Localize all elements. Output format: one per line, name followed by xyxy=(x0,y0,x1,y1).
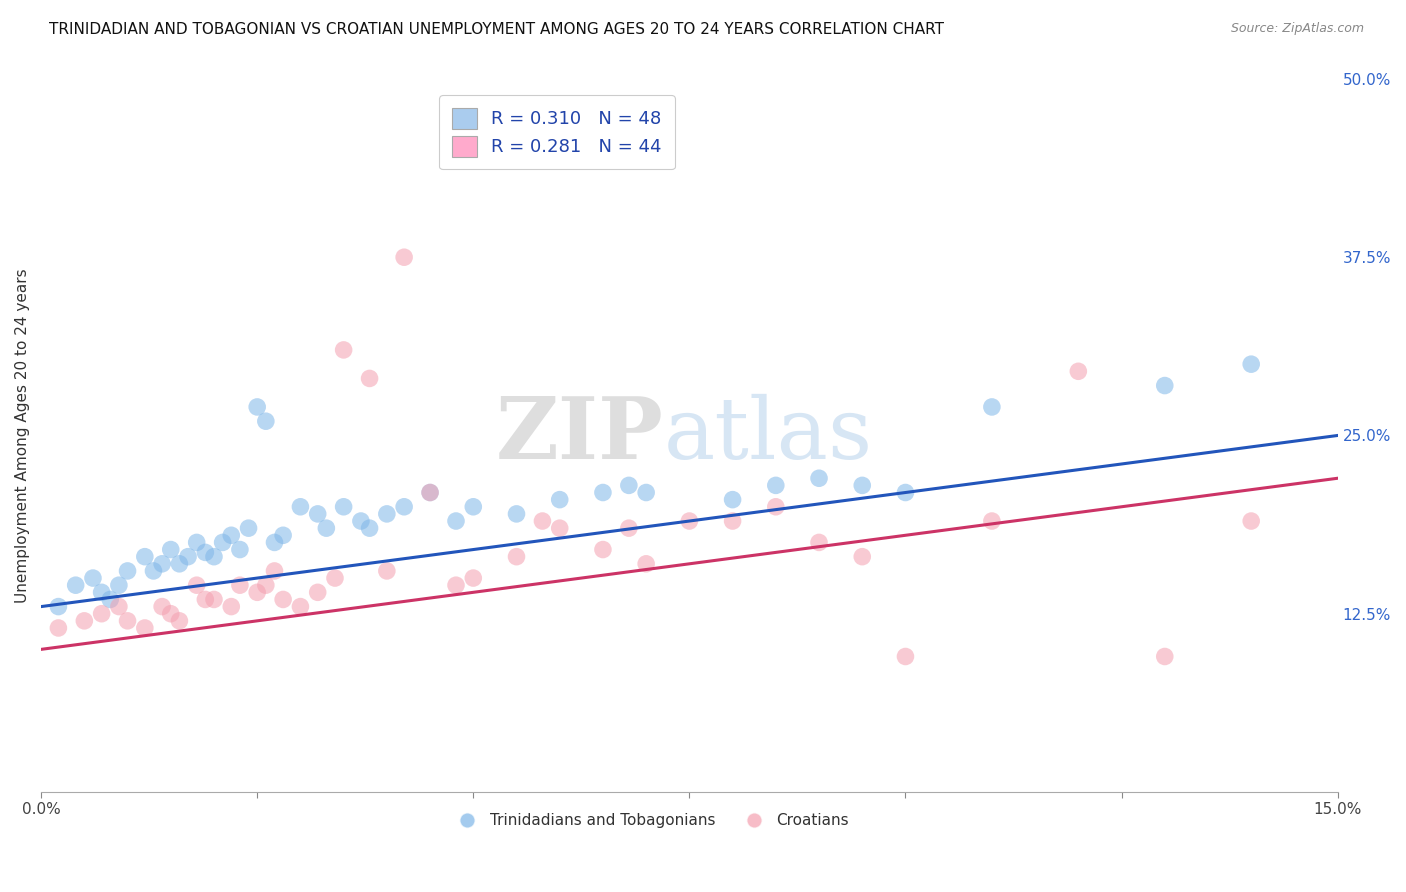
Point xyxy=(90,585,112,599)
Point xyxy=(229,542,252,557)
Y-axis label: Unemployment Among Ages 20 to 24 years: Unemployment Among Ages 20 to 24 years xyxy=(15,268,30,603)
Point xyxy=(350,514,373,528)
Point xyxy=(980,400,1002,414)
Legend: Trinidadians and Tobagonians, Croatians: Trinidadians and Tobagonians, Croatians xyxy=(446,807,855,834)
Point xyxy=(108,578,131,592)
Point xyxy=(186,535,208,549)
Point xyxy=(98,592,121,607)
Point xyxy=(323,571,346,585)
Point xyxy=(765,500,787,514)
Point xyxy=(238,521,260,535)
Point xyxy=(219,599,242,614)
Point xyxy=(202,592,225,607)
Point xyxy=(444,514,467,528)
Point xyxy=(678,514,700,528)
Point xyxy=(202,549,225,564)
Point xyxy=(505,507,527,521)
Point xyxy=(271,528,294,542)
Point xyxy=(505,549,527,564)
Point xyxy=(375,507,398,521)
Text: atlas: atlas xyxy=(664,394,873,477)
Point xyxy=(444,578,467,592)
Point xyxy=(290,599,312,614)
Point xyxy=(359,371,381,385)
Text: Source: ZipAtlas.com: Source: ZipAtlas.com xyxy=(1230,22,1364,36)
Point xyxy=(617,478,640,492)
Point xyxy=(359,521,381,535)
Point xyxy=(392,500,415,514)
Point xyxy=(592,485,614,500)
Point xyxy=(1240,514,1263,528)
Point xyxy=(307,507,329,521)
Point xyxy=(229,578,252,592)
Point xyxy=(65,578,87,592)
Point xyxy=(721,492,744,507)
Point xyxy=(808,471,831,485)
Point xyxy=(211,535,233,549)
Point xyxy=(851,478,873,492)
Point xyxy=(219,528,242,542)
Point xyxy=(48,621,70,635)
Point xyxy=(1067,364,1090,378)
Point xyxy=(290,500,312,514)
Point xyxy=(246,400,269,414)
Point xyxy=(980,514,1002,528)
Point xyxy=(142,564,165,578)
Point xyxy=(894,485,917,500)
Point xyxy=(117,614,139,628)
Point xyxy=(48,599,70,614)
Point xyxy=(194,592,217,607)
Point xyxy=(254,414,277,428)
Point xyxy=(636,557,658,571)
Point xyxy=(419,485,441,500)
Point xyxy=(117,564,139,578)
Point xyxy=(73,614,96,628)
Point xyxy=(315,521,337,535)
Point xyxy=(894,649,917,664)
Point xyxy=(463,500,485,514)
Point xyxy=(150,557,173,571)
Point xyxy=(1153,649,1175,664)
Point xyxy=(134,621,156,635)
Point xyxy=(617,521,640,535)
Point xyxy=(548,492,571,507)
Point xyxy=(246,585,269,599)
Point xyxy=(169,614,191,628)
Text: ZIP: ZIP xyxy=(496,393,664,477)
Point xyxy=(419,485,441,500)
Point xyxy=(254,578,277,592)
Point xyxy=(1153,378,1175,392)
Point xyxy=(90,607,112,621)
Point xyxy=(548,521,571,535)
Point xyxy=(307,585,329,599)
Point xyxy=(463,571,485,585)
Point xyxy=(169,557,191,571)
Point xyxy=(721,514,744,528)
Point xyxy=(636,485,658,500)
Point xyxy=(392,250,415,264)
Point xyxy=(808,535,831,549)
Point xyxy=(159,607,181,621)
Point xyxy=(108,599,131,614)
Point xyxy=(263,535,285,549)
Point xyxy=(134,549,156,564)
Point xyxy=(1240,357,1263,371)
Point xyxy=(82,571,104,585)
Point xyxy=(159,542,181,557)
Point xyxy=(375,564,398,578)
Point xyxy=(263,564,285,578)
Point xyxy=(177,549,200,564)
Point xyxy=(851,549,873,564)
Point xyxy=(531,514,554,528)
Point xyxy=(592,542,614,557)
Point xyxy=(150,599,173,614)
Point xyxy=(186,578,208,592)
Text: TRINIDADIAN AND TOBAGONIAN VS CROATIAN UNEMPLOYMENT AMONG AGES 20 TO 24 YEARS CO: TRINIDADIAN AND TOBAGONIAN VS CROATIAN U… xyxy=(49,22,945,37)
Point xyxy=(332,343,354,357)
Point xyxy=(332,500,354,514)
Point xyxy=(271,592,294,607)
Point xyxy=(765,478,787,492)
Point xyxy=(194,545,217,559)
